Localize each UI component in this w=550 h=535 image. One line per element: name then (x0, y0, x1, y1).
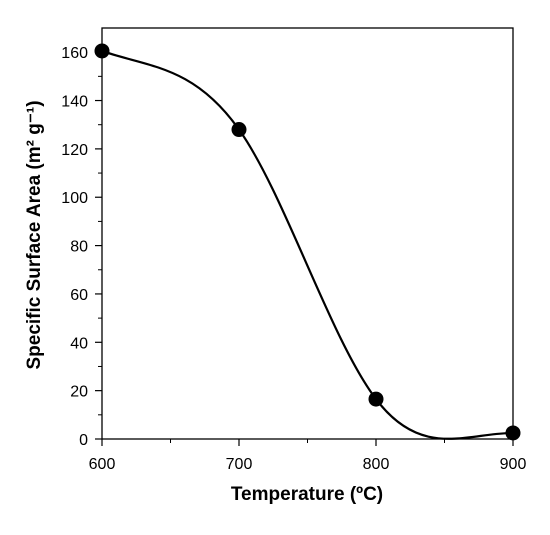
labels-group: 0 20 40 60 80 100 120 140 160 600 700 800 900 (61, 45, 526, 473)
x-axis-title: Temperature (ºC) (231, 484, 383, 505)
y-tick-label: 40 (70, 335, 88, 352)
y-tick-label: 20 (70, 384, 88, 401)
series-line (101, 49, 514, 440)
y-axis-title: Specific Surface Area (m² g⁻¹) (24, 100, 45, 369)
x-tick-label: 600 (89, 456, 116, 473)
data-point (368, 391, 384, 407)
y-tick-label: 80 (70, 239, 88, 256)
plot-frame (101, 27, 514, 440)
x-tick-label: 900 (500, 456, 527, 473)
x-tick-label: 700 (226, 456, 253, 473)
data-point (94, 43, 110, 59)
ticks-group (95, 51, 514, 446)
y-tick-label: 60 (70, 287, 88, 304)
y-tick-label: 140 (61, 94, 88, 111)
series-group (94, 43, 521, 441)
data-point (505, 425, 521, 441)
data-point (231, 122, 247, 138)
axes-group (101, 27, 514, 440)
y-tick-label: 160 (61, 45, 88, 62)
x-tick-label: 800 (363, 456, 390, 473)
y-tick-label: 120 (61, 142, 88, 159)
y-tick-label: 100 (61, 190, 88, 207)
y-tick-label: 0 (79, 432, 88, 449)
